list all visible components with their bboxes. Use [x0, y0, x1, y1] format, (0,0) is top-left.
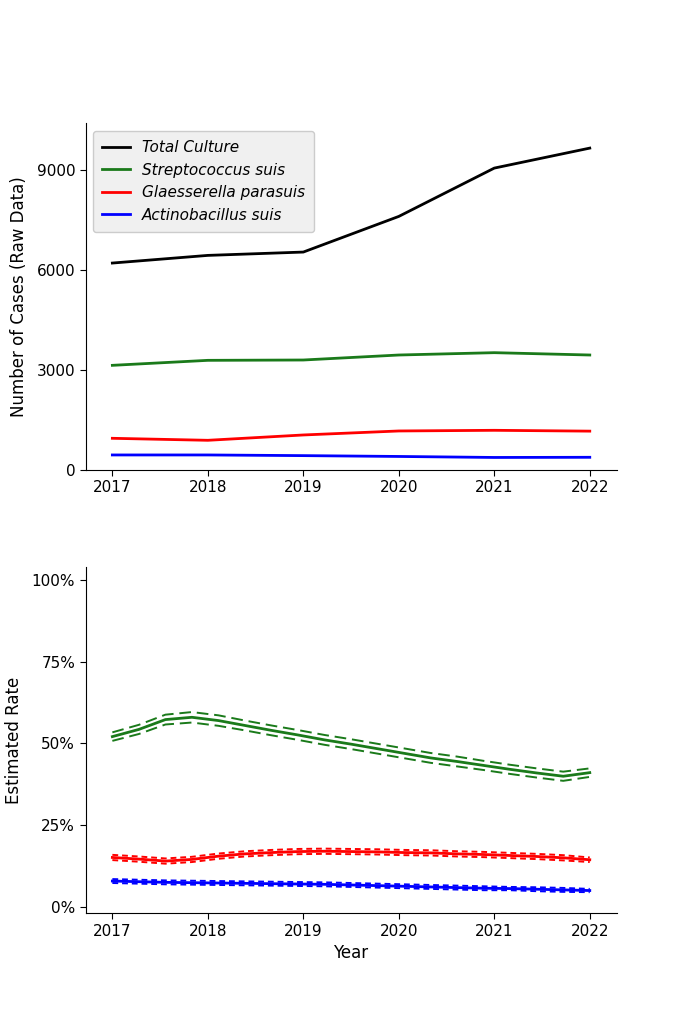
Glaesserella parasuis — [299, 429, 308, 441]
Line: Actinobacillus suis: Actinobacillus suis — [112, 455, 590, 458]
Glaesserella parasuis — [395, 425, 403, 437]
Y-axis label: Number of Cases (Raw Data): Number of Cases (Raw Data) — [10, 176, 28, 417]
Total Culture — [203, 249, 212, 262]
Streptococcus suis — [490, 347, 499, 359]
Streptococcus suis — [586, 349, 594, 361]
Streptococcus suis — [299, 354, 308, 366]
Actinobacillus suis — [203, 448, 212, 461]
Glaesserella parasuis — [203, 434, 212, 446]
Streptococcus suis — [108, 359, 116, 371]
Total Culture — [299, 246, 308, 259]
Total Culture — [490, 162, 499, 174]
Actinobacillus suis — [108, 448, 116, 461]
Glaesserella parasuis — [586, 425, 594, 437]
Line: Glaesserella parasuis: Glaesserella parasuis — [112, 430, 590, 440]
Legend: Total Culture, Streptococcus suis, Glaesserella parasuis, Actinobacillus suis: Total Culture, Streptococcus suis, Glaes… — [93, 130, 314, 232]
Actinobacillus suis — [586, 451, 594, 464]
Streptococcus suis — [203, 354, 212, 366]
Total Culture — [395, 210, 403, 223]
Actinobacillus suis — [299, 449, 308, 462]
Actinobacillus suis — [490, 451, 499, 464]
Total Culture — [586, 142, 594, 154]
Glaesserella parasuis — [108, 432, 116, 444]
Actinobacillus suis — [395, 450, 403, 463]
X-axis label: Year: Year — [334, 944, 369, 962]
Y-axis label: Estimated Rate: Estimated Rate — [5, 676, 23, 803]
Line: Streptococcus suis: Streptococcus suis — [112, 353, 590, 365]
Line: Total Culture: Total Culture — [112, 148, 590, 263]
Total Culture — [108, 256, 116, 269]
Glaesserella parasuis — [490, 424, 499, 436]
Streptococcus suis — [395, 349, 403, 361]
